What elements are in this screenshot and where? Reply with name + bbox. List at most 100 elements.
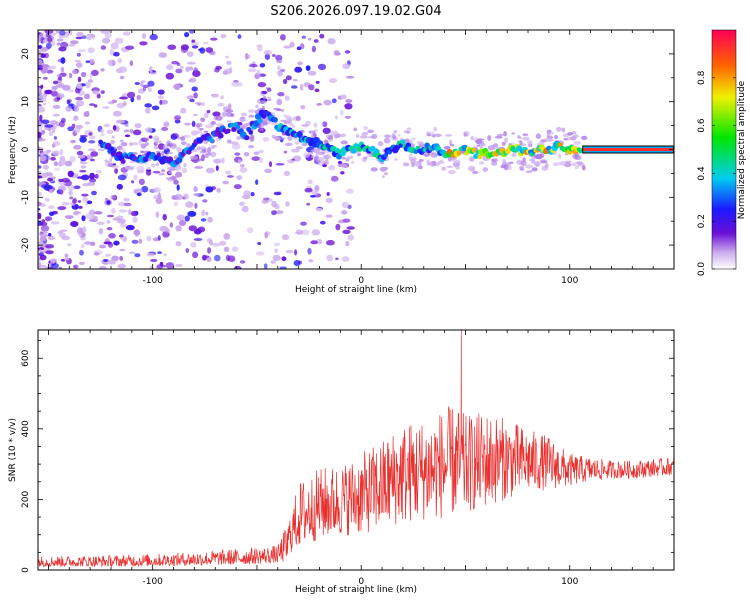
spectrogram-noise-blob — [85, 154, 93, 160]
spectrogram-halo-blob — [168, 171, 173, 174]
spectrogram-noise-blob — [344, 104, 349, 108]
spectrogram-noise-blob — [166, 64, 174, 71]
spectrogram-noise-blob — [41, 247, 44, 250]
spectrogram-halo-blob — [383, 137, 391, 144]
spectrogram-noise-blob — [193, 193, 201, 197]
spectrogram-halo-blob — [254, 109, 260, 114]
spectrogram-ridge-point — [217, 132, 224, 139]
spectrogram-noise-blob — [106, 227, 113, 231]
spectrogram-noise-blob — [300, 221, 307, 226]
spectrogram-noise-blob — [96, 170, 102, 174]
spectrogram-noise-blob — [59, 30, 66, 36]
spectrogram-noise-blob — [342, 63, 351, 70]
spectrogram-noise-blob — [340, 94, 347, 100]
spectrogram-halo-blob — [529, 169, 536, 172]
spectrogram-halo-blob — [120, 139, 124, 143]
spectrogram-halo-blob — [526, 140, 533, 144]
spectrogram-noise-blob — [179, 65, 184, 69]
spectrogram-halo-blob — [255, 104, 259, 109]
spectrogram-noise-blob — [215, 165, 219, 171]
spectrogram-noise-blob — [129, 60, 134, 67]
spectrogram-halo-blob — [158, 172, 165, 176]
spectrogram-noise-blob — [75, 36, 83, 40]
spectrogram-halo-blob — [482, 167, 489, 173]
spectrogram-noise-blob — [262, 137, 270, 142]
spectrogram-halo-blob — [225, 109, 234, 113]
spectrogram-halo-blob — [161, 150, 165, 157]
spectrogram-halo-blob — [563, 138, 569, 141]
spectrogram-noise-blob — [341, 210, 348, 215]
spectrogram-noise-blob — [68, 89, 74, 93]
spectrogram-halo-blob — [449, 143, 455, 147]
spectrogram-noise-blob — [257, 82, 267, 88]
spectrogram-noise-blob — [116, 183, 124, 190]
spectrogram-noise-blob — [108, 233, 116, 239]
spectrogram-noise-blob — [261, 199, 269, 204]
spectrogram-noise-blob — [206, 238, 213, 243]
spectrogram-halo-blob — [200, 146, 207, 149]
spectrogram-halo-blob — [192, 149, 198, 153]
spectrogram-halo-blob — [144, 137, 149, 141]
spectrogram-noise-blob — [152, 187, 161, 193]
spectrogram-halo-blob — [503, 130, 507, 137]
spectrogram-halo-blob — [479, 146, 483, 149]
spectrogram-noise-blob — [341, 201, 349, 208]
spectrogram-noise-blob — [250, 192, 255, 197]
spectrogram-noise-blob — [337, 160, 343, 165]
spectrogram-noise-blob — [47, 266, 54, 269]
spectrogram-halo-blob — [502, 158, 506, 164]
spectrogram-noise-blob — [61, 201, 70, 206]
spectrogram-ridge-point — [208, 137, 214, 143]
spectrogram-halo-blob — [267, 96, 271, 99]
spectrogram-noise-blob — [111, 255, 119, 262]
spectrogram-noise-blob — [304, 187, 313, 193]
spectrogram-ytick-label: 10 — [21, 96, 31, 108]
spectrogram-noise-blob — [191, 45, 199, 49]
spectrogram-noise-blob — [149, 33, 158, 41]
spectrogram-noise-blob — [71, 123, 76, 129]
spectrogram-noise-blob — [319, 33, 325, 39]
spectrogram-halo-blob — [316, 157, 325, 163]
spectrogram-noise-blob — [140, 80, 146, 83]
spectrogram-halo-blob — [294, 141, 300, 145]
spectrogram-noise-blob — [345, 99, 353, 103]
spectrogram-noise-blob — [201, 209, 206, 216]
spectrogram-noise-blob — [132, 129, 142, 136]
spectrogram-halo-blob — [341, 163, 348, 168]
spectrogram-ridge — [98, 109, 674, 168]
spectrogram-halo-blob — [384, 172, 388, 176]
spectrogram-halo-blob — [203, 130, 209, 133]
spectrogram-halo-blob — [199, 150, 208, 154]
spectrogram-noise-blob — [87, 148, 96, 152]
spectrogram-halo-blob — [100, 133, 105, 136]
spectrogram-halo-blob — [249, 136, 255, 143]
spectrogram-noise-blob — [253, 151, 260, 155]
spectrogram-halo-blob — [527, 143, 532, 148]
spectrogram-halo-blob — [430, 152, 438, 158]
spectrogram-halo-blob — [274, 135, 282, 142]
spectrogram-noise-blob — [246, 227, 254, 234]
spectrogram-noise-blob — [128, 209, 132, 216]
spectrogram-noise-blob — [207, 247, 212, 254]
spectrogram-halo-blob — [496, 134, 505, 136]
spectrogram-halo-blob — [517, 135, 521, 139]
spectrogram-halo-blob — [292, 125, 296, 128]
spectrogram-noise-blob — [178, 220, 187, 226]
spectrogram-noise-blob — [174, 115, 182, 121]
spectrogram-noise-blob — [325, 197, 333, 203]
spectrogram-halo-blob — [205, 124, 213, 129]
spectrogram-noise-blob — [314, 185, 320, 192]
spectrogram-noise-blob — [114, 168, 119, 174]
spectrogram-halo-blob — [355, 133, 360, 139]
spectrogram-noise-blob — [116, 102, 125, 109]
spectrogram-noise-blob — [175, 241, 182, 247]
spectrogram-noise-blob — [53, 161, 59, 167]
spectrogram-halo-blob — [511, 152, 517, 157]
spectrogram-noise-blob — [145, 107, 151, 114]
spectrogram-noise-blob — [231, 246, 239, 252]
spectrogram-noise-blob — [216, 187, 221, 193]
colorbar: 0.0 0.2 0.4 0.6 0.8 Normalized spectral … — [697, 29, 747, 276]
spectrogram-halo-blob — [119, 163, 126, 166]
spectrogram-noise-blob — [276, 60, 283, 63]
spectrogram-halo-blob — [357, 153, 361, 157]
